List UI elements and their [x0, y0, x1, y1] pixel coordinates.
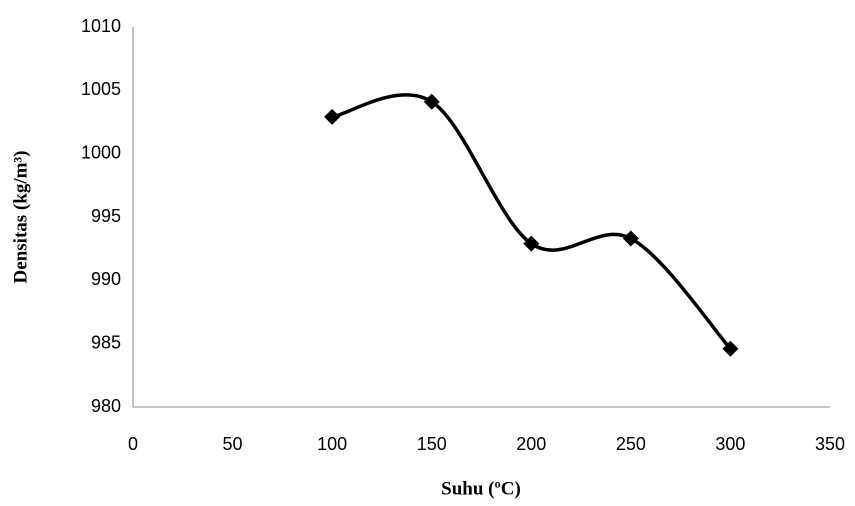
y-tick-label: 990 — [91, 269, 121, 289]
x-tick-label: 50 — [223, 434, 243, 454]
y-tick-label: 1005 — [81, 79, 121, 99]
y-tick-label: 980 — [91, 396, 121, 416]
x-tick-label: 150 — [417, 434, 447, 454]
y-tick-label: 1000 — [81, 142, 121, 162]
x-tick-label: 0 — [128, 434, 138, 454]
x-tick-label: 200 — [516, 434, 546, 454]
y-axis-title: Densitas (kg/m³) — [10, 151, 31, 284]
y-tick-label: 985 — [91, 332, 121, 352]
x-axis-title: Suhu (ºC) — [441, 478, 521, 499]
y-tick-label: 1010 — [81, 16, 121, 36]
marker — [622, 230, 639, 247]
x-tick-label: 100 — [317, 434, 347, 454]
x-tick-label: 300 — [715, 434, 745, 454]
x-tick-label: 250 — [616, 434, 646, 454]
marker — [423, 93, 440, 110]
x-tick-label: 350 — [815, 434, 845, 454]
marker — [722, 340, 739, 357]
series-line — [331, 93, 732, 350]
marker — [324, 108, 341, 125]
y-tick-label: 995 — [91, 206, 121, 226]
marker — [523, 235, 540, 252]
